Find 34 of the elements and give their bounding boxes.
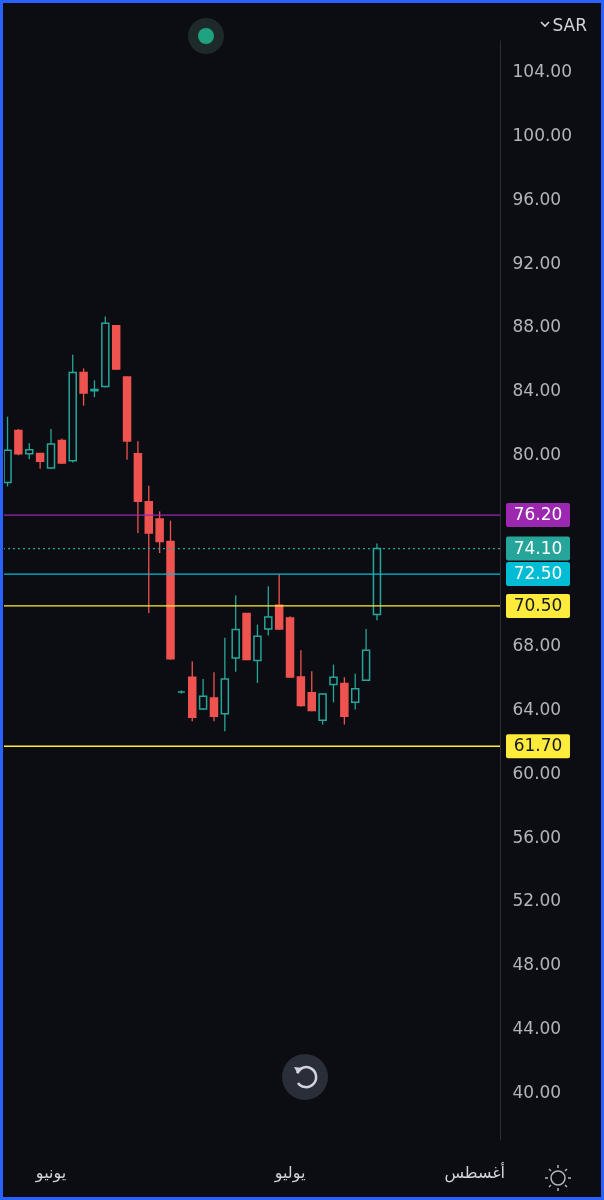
candlestick (14, 428, 23, 456)
y-tick-label: 56.00 (512, 826, 562, 847)
y-tick-label: 84.00 (512, 380, 562, 401)
x-tick-label: أغسطس (444, 1161, 506, 1183)
candlestick (198, 678, 208, 711)
y-tick-label: 48.00 (512, 954, 562, 975)
x-tick-label: يونيو (34, 1162, 67, 1183)
candlestick (209, 671, 219, 722)
ref-line-label: 70.50 (513, 594, 563, 615)
y-tick-label: 52.00 (512, 890, 562, 911)
y-tick-label: 104.00 (512, 61, 572, 82)
candlestick (307, 670, 317, 712)
candlestick (57, 437, 67, 465)
candlestick (329, 663, 338, 703)
ref-line-label: 61.70 (513, 735, 563, 756)
y-tick-label: 60.00 (512, 762, 562, 783)
y-tick-label: 68.00 (512, 635, 562, 656)
y-tick-label: 100.00 (512, 125, 572, 146)
y-tick-label: 64.00 (512, 699, 562, 720)
y-tick-label: 40.00 (512, 1081, 562, 1102)
candlestick (264, 585, 273, 637)
ref-line-label: 74.10 (513, 537, 563, 558)
y-tick-label: 44.00 (512, 1017, 562, 1038)
candlestick (79, 367, 88, 407)
y-tick-label: 92.00 (512, 252, 562, 273)
y-tick-label: 88.00 (512, 316, 562, 337)
ref-line-label: 76.20 (513, 504, 563, 525)
y-tick-label: 80.00 (512, 443, 562, 464)
candlestick (155, 510, 164, 554)
ref-line-label: 72.50 (513, 563, 563, 584)
x-tick-label: يوليو (273, 1162, 306, 1183)
y-tick-label: 96.00 (512, 188, 562, 209)
text: SAR (552, 15, 587, 35)
candlestick (350, 673, 360, 711)
